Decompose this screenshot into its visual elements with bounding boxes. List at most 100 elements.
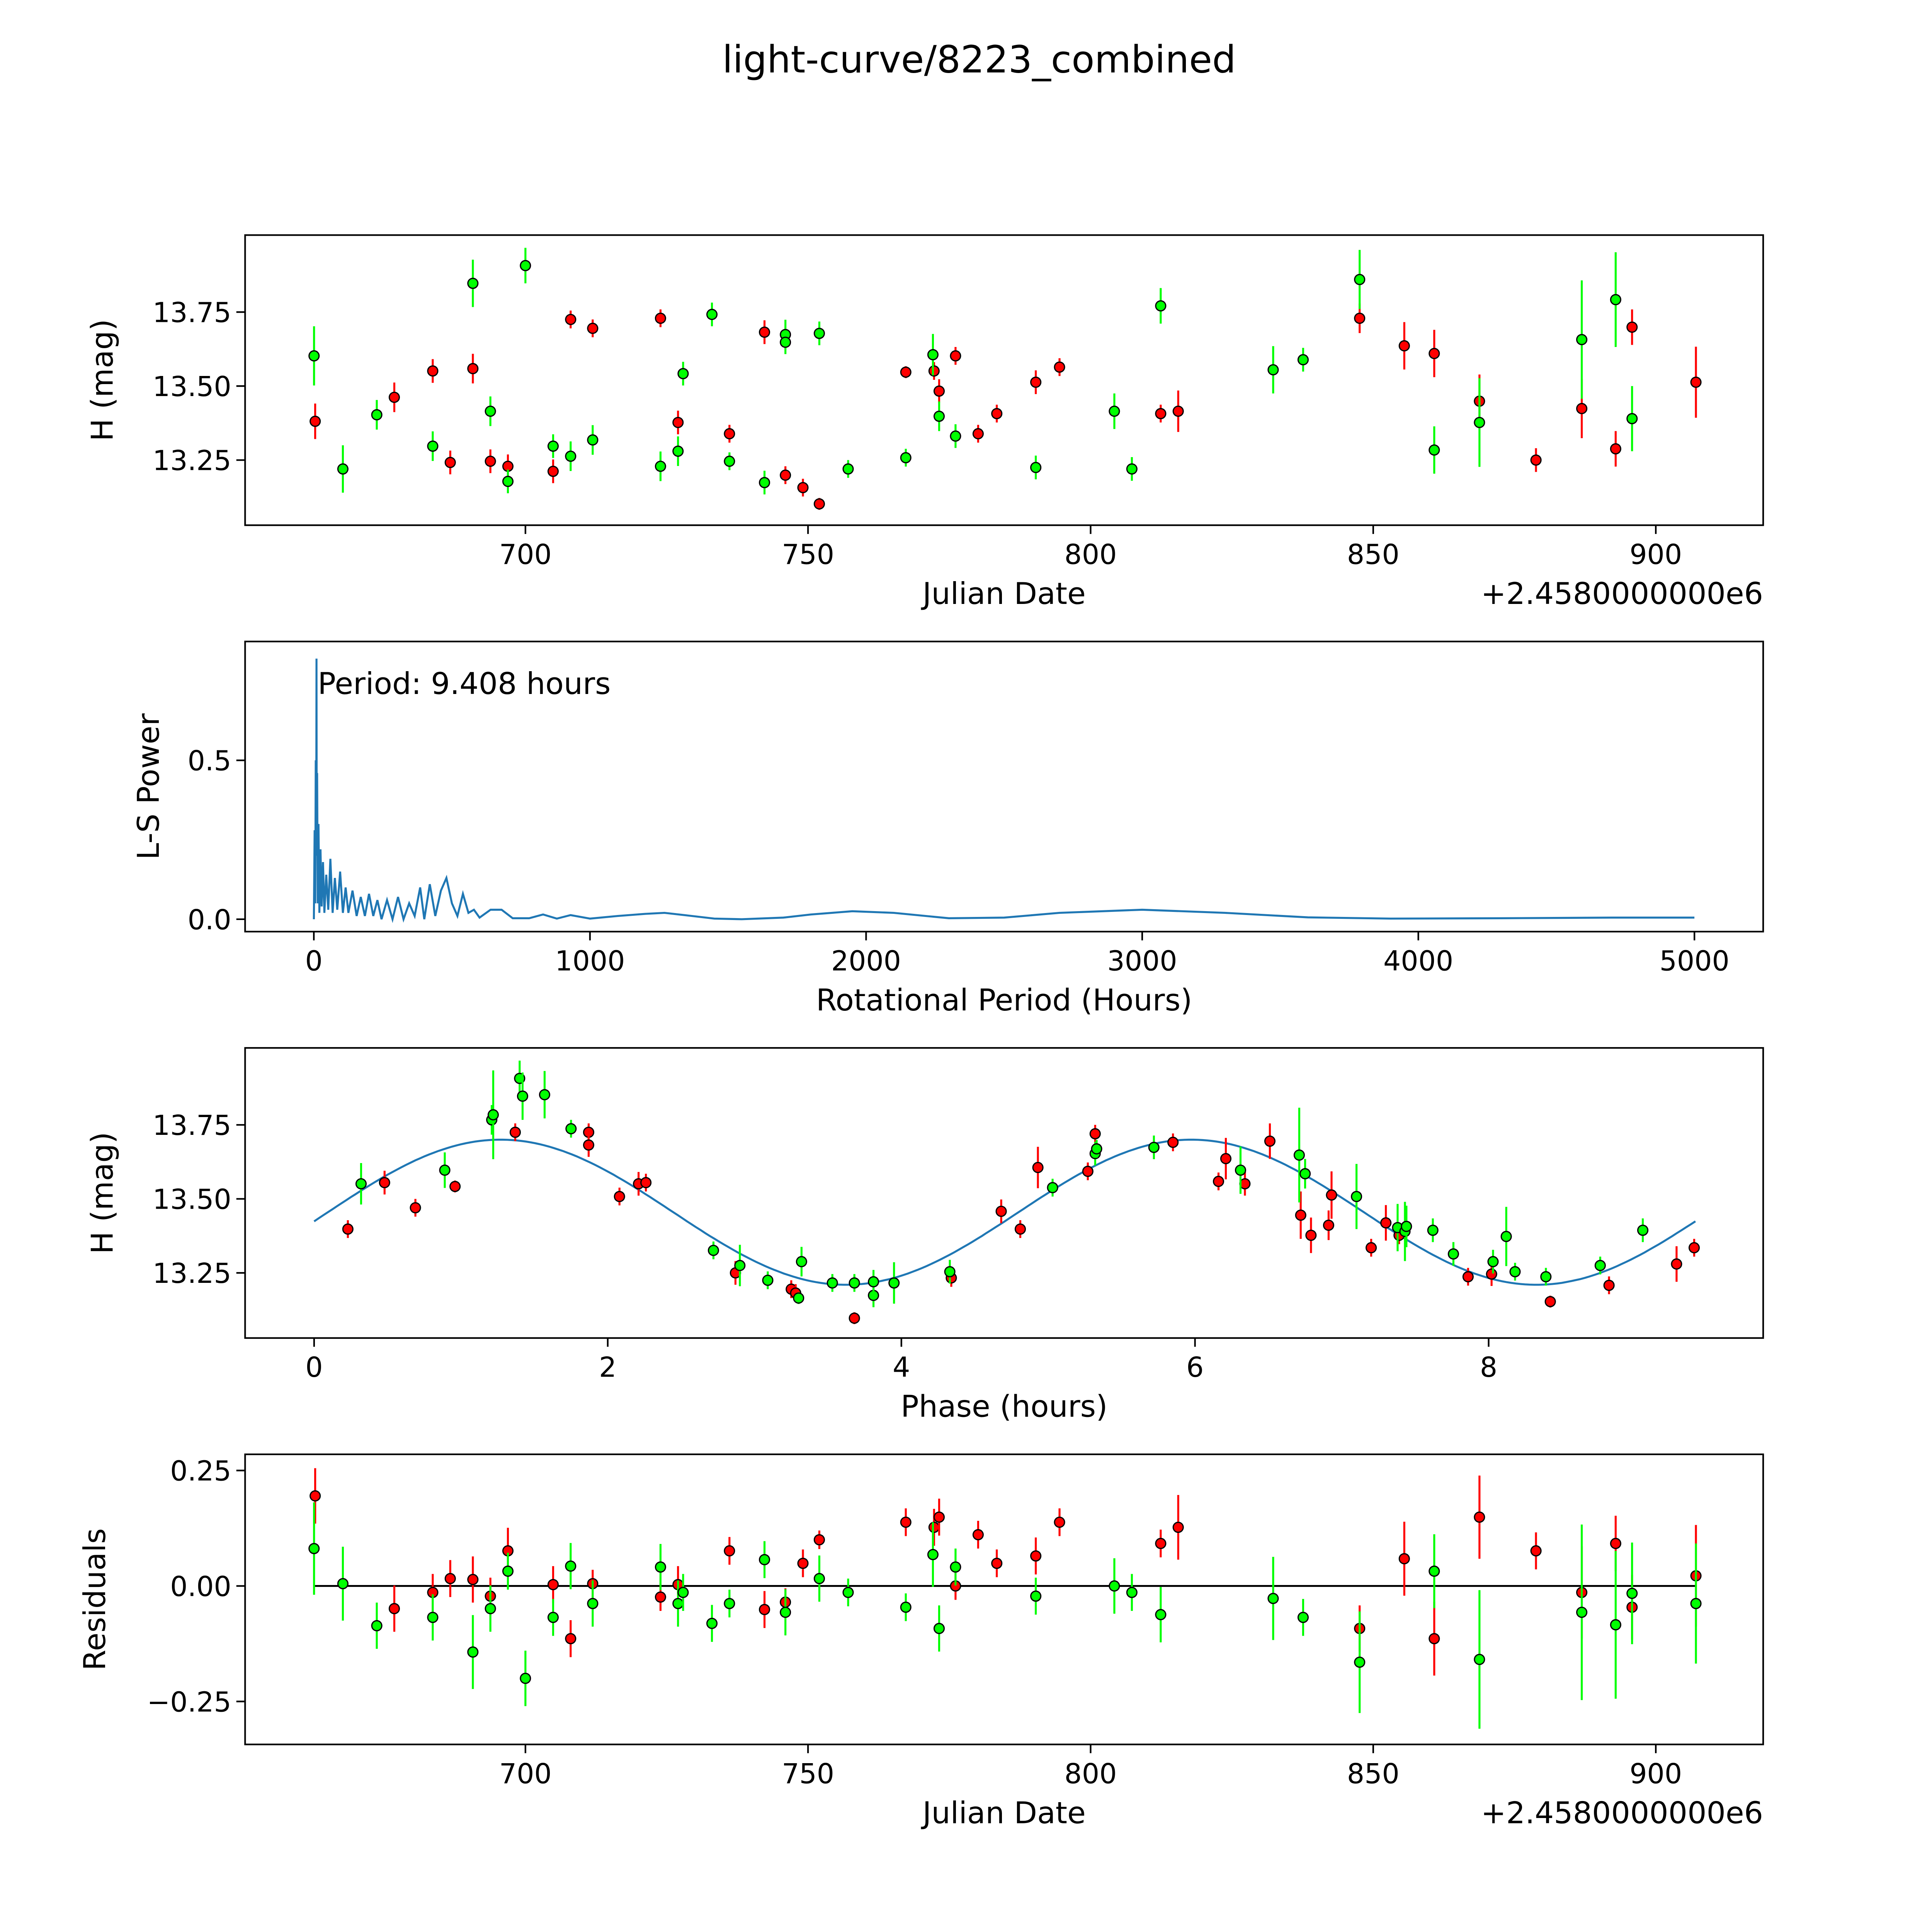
green-data-point <box>1509 1266 1521 1277</box>
x-tick-label: 4 <box>893 1351 910 1383</box>
x-tick-label: 2000 <box>831 945 901 977</box>
red-data-point <box>1167 1136 1179 1148</box>
green-data-point <box>849 1277 860 1289</box>
green-data-point <box>944 1266 956 1277</box>
axes-frame <box>244 641 1764 933</box>
green-data-point <box>900 452 912 464</box>
green-data-point <box>1500 1231 1512 1242</box>
green-data-point <box>759 477 770 488</box>
red-data-point <box>928 1522 940 1533</box>
red-data-point <box>1326 1189 1337 1201</box>
green-data-point <box>502 476 514 487</box>
y-axis-label: Residuals <box>78 1528 112 1670</box>
green-data-point <box>547 1612 559 1623</box>
y-tick-label: 0.0 <box>187 904 231 936</box>
red-data-point <box>1089 1128 1101 1139</box>
red-data-point <box>1626 321 1638 333</box>
panel-periodogram: 0 1000 2000 3000 4000 5000 0.0 0.5 Rotational Pe… <box>131 641 1764 1018</box>
red-data-point <box>933 385 945 397</box>
green-data-point <box>547 440 559 452</box>
green-data-point <box>1487 1256 1499 1267</box>
red-data-point <box>672 417 684 428</box>
red-data-point <box>1366 1242 1377 1253</box>
green-data-point <box>467 277 479 289</box>
red-data-point <box>444 1573 456 1584</box>
red-data-point <box>1213 1175 1225 1187</box>
green-data-point <box>1401 1221 1412 1232</box>
green-data-point <box>1429 1565 1440 1577</box>
red-data-point <box>995 1206 1007 1217</box>
green-data-point <box>677 368 689 379</box>
green-data-point <box>1091 1143 1102 1155</box>
green-data-point <box>520 1673 531 1684</box>
x-tick-label: 900 <box>1629 539 1682 571</box>
green-data-point <box>1030 462 1042 473</box>
red-data-point <box>1690 376 1702 388</box>
fit-curve <box>313 1138 1696 1286</box>
green-data-point <box>1447 1248 1459 1260</box>
red-data-point <box>1264 1135 1276 1147</box>
plot-area <box>308 1468 1702 1729</box>
green-data-point <box>1155 300 1167 312</box>
y-axis-label: L-S Power <box>131 713 166 860</box>
green-data-point <box>655 1561 666 1573</box>
green-data-point <box>587 434 599 446</box>
red-data-point <box>565 1633 577 1645</box>
x-axis-label: Julian Date <box>921 577 1086 611</box>
x-tick-label: 5000 <box>1660 945 1730 977</box>
green-data-point <box>813 1573 825 1584</box>
green-data-point <box>1109 1580 1120 1592</box>
green-data-point <box>337 1578 349 1590</box>
red-data-point <box>1305 1230 1317 1241</box>
green-data-point <box>1474 417 1485 428</box>
green-data-point <box>724 456 735 467</box>
plot-area <box>313 1060 1700 1324</box>
plot-area <box>308 248 1702 510</box>
red-data-point <box>1474 1511 1485 1523</box>
red-data-point <box>1054 1516 1065 1528</box>
y-tick-label: 0.00 <box>170 1570 231 1602</box>
y-axis-label: H (mag) <box>85 1132 120 1254</box>
green-data-point <box>759 1554 770 1565</box>
y-tick-label: 13.50 <box>153 371 231 403</box>
green-data-point <box>520 260 531 271</box>
red-data-point <box>1688 1242 1700 1253</box>
green-data-point <box>427 440 439 452</box>
x-tick-label: 2 <box>599 1351 616 1383</box>
green-data-point <box>706 309 718 320</box>
y-tick-label: 13.50 <box>153 1184 231 1216</box>
green-data-point <box>1427 1225 1439 1236</box>
green-data-point <box>1351 1191 1362 1202</box>
green-data-point <box>587 1598 599 1609</box>
x-tick-label: 1000 <box>555 945 625 977</box>
red-data-point <box>1610 1537 1621 1549</box>
green-data-point <box>565 1123 577 1134</box>
red-data-point <box>342 1223 354 1235</box>
red-data-point <box>587 323 599 334</box>
red-data-point <box>972 428 984 440</box>
x-tick-label: 900 <box>1629 1758 1682 1790</box>
red-data-point <box>797 482 809 493</box>
green-data-point <box>1235 1164 1247 1176</box>
green-data-point <box>827 1277 838 1289</box>
green-data-point <box>467 1646 479 1658</box>
green-data-point <box>796 1256 807 1267</box>
green-data-point <box>308 350 320 362</box>
y-tick-label: 13.25 <box>153 1257 231 1289</box>
red-data-point <box>1295 1209 1306 1221</box>
green-data-point <box>1109 405 1120 417</box>
red-data-point <box>655 1591 666 1603</box>
green-data-point <box>672 446 684 457</box>
green-data-point <box>1126 463 1138 475</box>
red-data-point <box>1082 1165 1094 1177</box>
red-data-point <box>1030 1550 1042 1562</box>
red-data-point <box>991 408 1003 419</box>
green-data-point <box>485 405 496 417</box>
red-data-point <box>1486 1268 1497 1280</box>
axes-frame <box>244 1453 1764 1745</box>
green-data-point <box>1267 1593 1279 1604</box>
red-data-point <box>1610 443 1621 455</box>
red-data-point <box>849 1312 860 1324</box>
green-data-point <box>308 1543 320 1554</box>
